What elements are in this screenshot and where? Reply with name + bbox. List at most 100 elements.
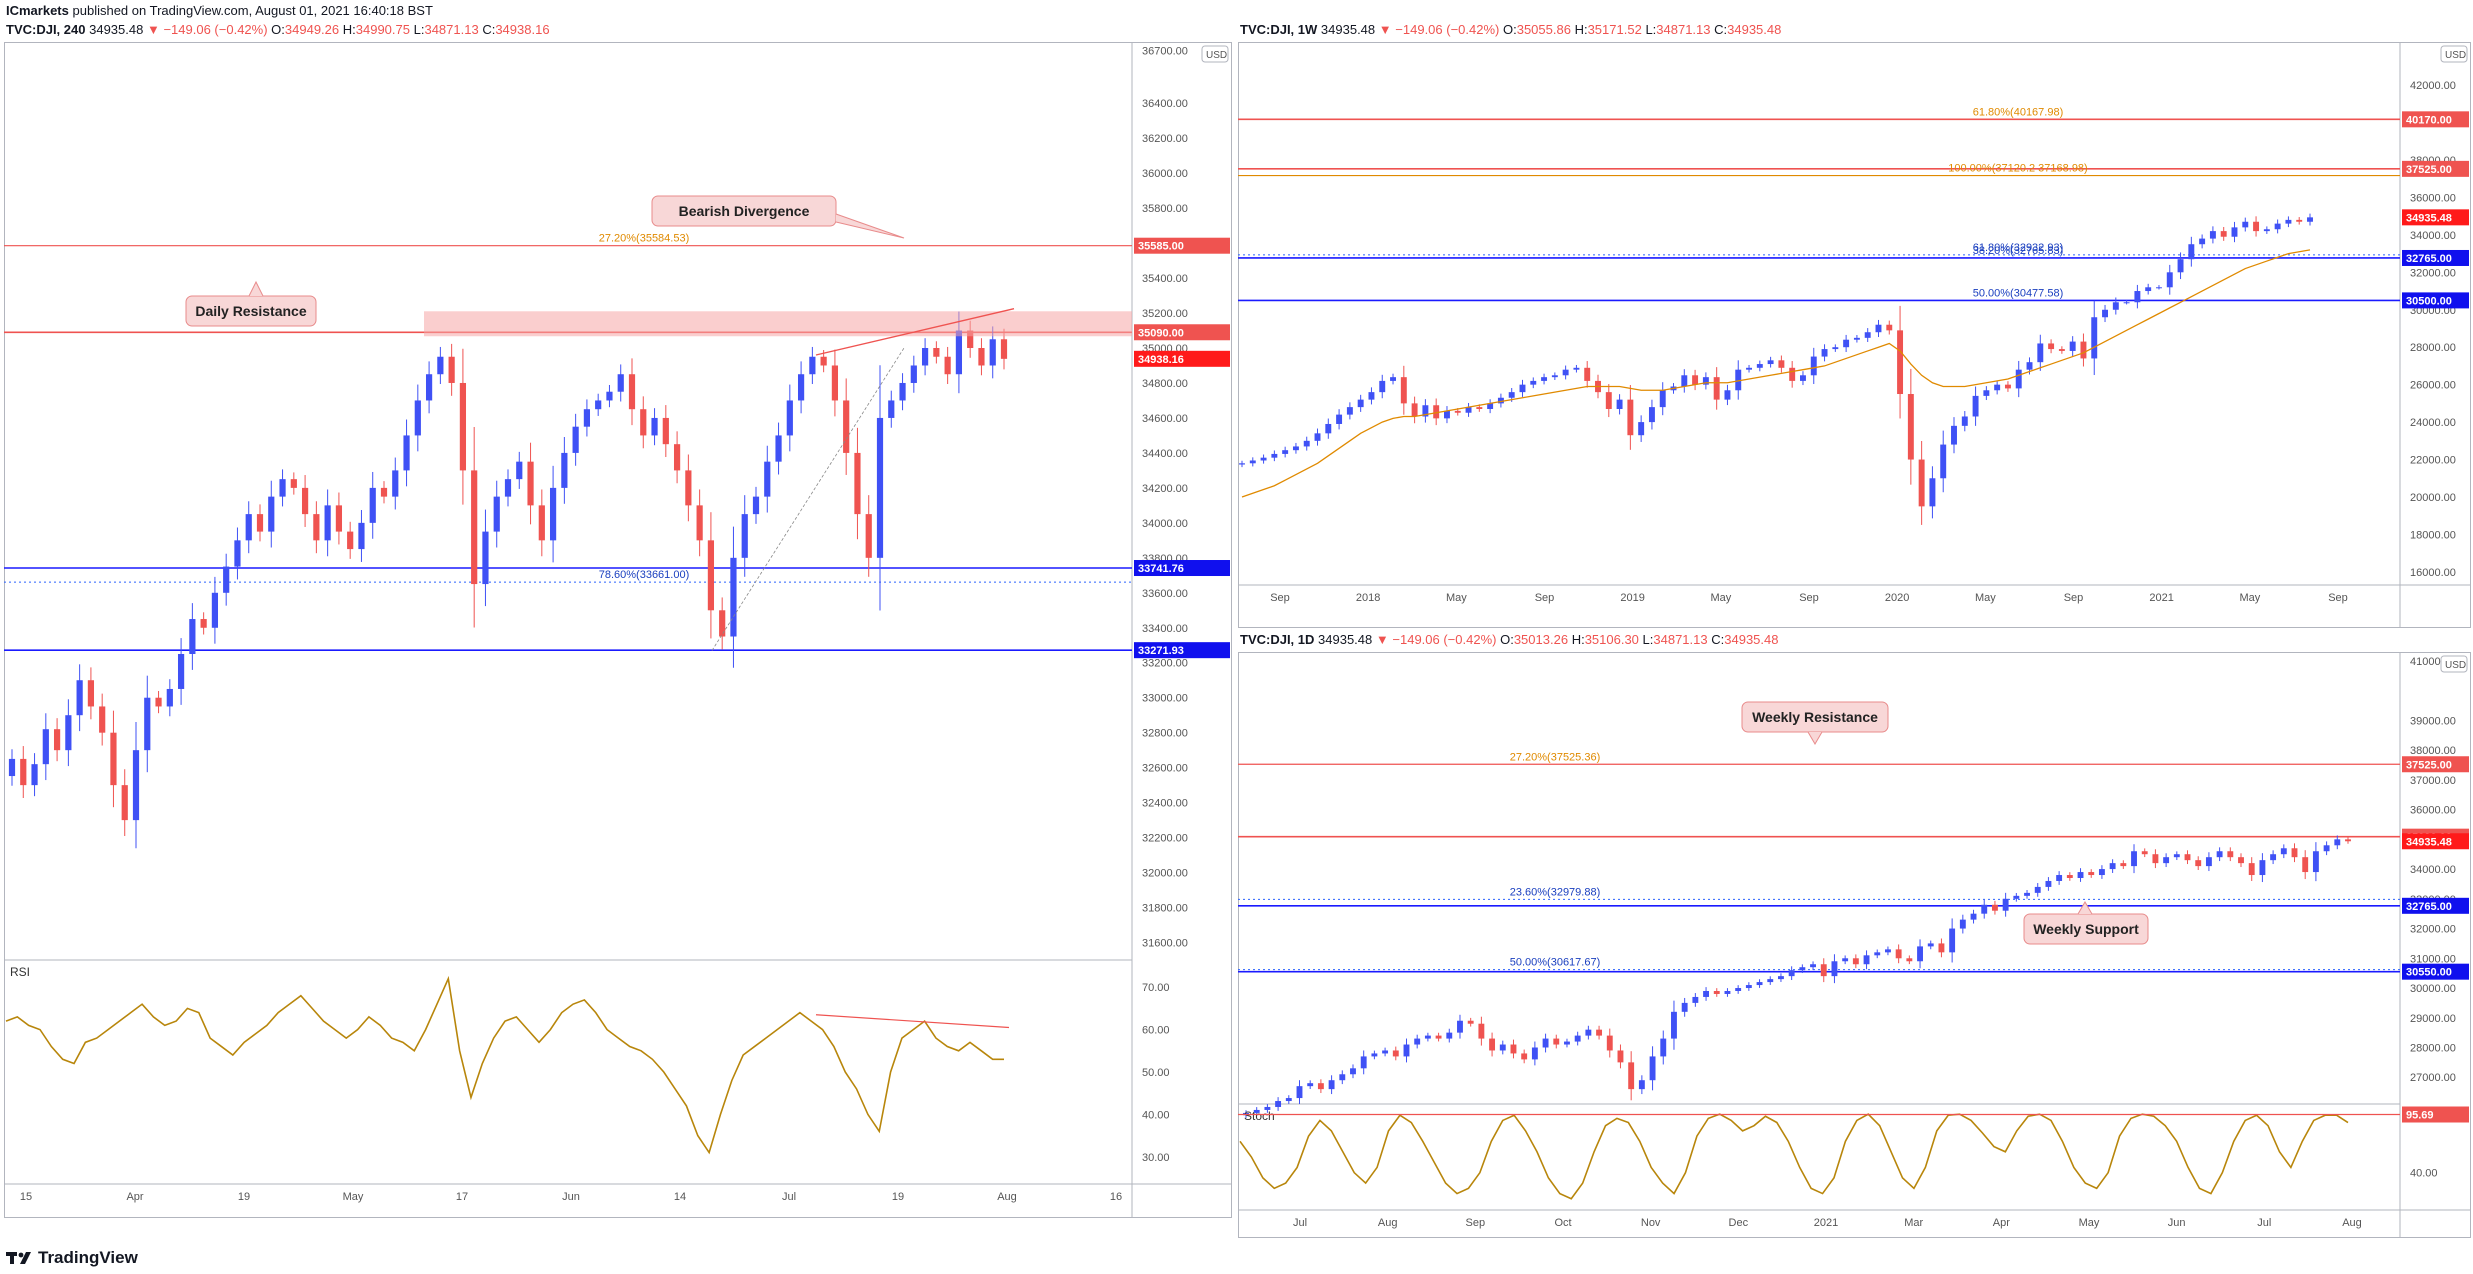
candle-body	[1735, 369, 1742, 391]
candle-body	[2263, 229, 2270, 232]
currency-badge	[1201, 45, 1229, 63]
candle-body	[2216, 851, 2223, 858]
candle-body	[1897, 330, 1904, 395]
candle-body	[1746, 367, 1752, 370]
osc-tick-label: 50.00	[1142, 1067, 1170, 1079]
candle-body	[944, 356, 951, 375]
candle-body	[76, 680, 83, 716]
candle-body	[1907, 394, 1914, 460]
left-symbol[interactable]: TVC:DJI, 240	[6, 22, 86, 37]
x-tick-label: Oct	[1554, 1217, 1571, 1229]
fib-label: 50.00%(30477.58)	[1973, 287, 2064, 299]
y-tick-label: 39000.00	[2410, 715, 2456, 727]
candle-body	[2056, 875, 2063, 881]
candle-body	[2024, 892, 2030, 896]
candle-body	[685, 470, 692, 506]
candle-body	[2037, 343, 2044, 363]
tr-open: 35055.86	[1516, 22, 1571, 37]
oscillator-name: Stoch	[1244, 1109, 1275, 1123]
candle-body	[1799, 967, 1806, 971]
x-tick-label: May	[1446, 592, 1467, 604]
price-tag-label: 30550.00	[2406, 967, 2452, 979]
y-tick-label: 38000.00	[2410, 745, 2456, 757]
price-tag-label: 33741.76	[1138, 563, 1184, 575]
candle-body	[967, 330, 974, 348]
br-last: 34935.48	[1318, 632, 1373, 647]
x-tick-label: 15	[20, 1191, 32, 1203]
x-tick-label: 2021	[1814, 1217, 1838, 1229]
y-tick-label: 26000.00	[2410, 380, 2456, 392]
y-tick-label: 33000.00	[1142, 693, 1188, 705]
bottom-right-chart[interactable]: 27000.00 28000.00 29000.00 30000.00 31000.00…	[1238, 652, 2471, 1238]
y-tick-label: 36000.00	[2410, 192, 2456, 204]
tr-symbol[interactable]: TVC:DJI, 1W	[1240, 22, 1318, 37]
candle-body	[617, 374, 624, 392]
left-high: 34990.75	[355, 22, 410, 37]
left-open: 34949.26	[284, 22, 340, 37]
candle-body	[504, 479, 512, 497]
y-tick-label: 31600.00	[1142, 938, 1188, 950]
x-tick-label: Apr	[126, 1191, 143, 1203]
price-tag	[1134, 642, 1230, 659]
candle-body	[1530, 380, 1537, 385]
candle-body	[132, 750, 140, 821]
candle-body	[2231, 227, 2238, 237]
x-tick-label: Sep	[1466, 1217, 1486, 1229]
y-tick-label: 34600.00	[1142, 413, 1188, 425]
candle-body	[1724, 390, 1731, 400]
price-tag-label: 35585.00	[1138, 241, 1184, 253]
candle-body	[1424, 1035, 1431, 1039]
candle-body	[820, 356, 827, 366]
top-right-chart[interactable]: 16000.00 18000.00 20000.00 22000.00 24000.00…	[1238, 42, 2471, 628]
candle-body	[1000, 339, 1008, 359]
x-tick-label: May	[1975, 592, 1996, 604]
candle-body	[1660, 1038, 1667, 1057]
price-tag-label: 34935.48	[2406, 836, 2452, 848]
candle-body	[2177, 259, 2184, 273]
price-tag-label: 32765.00	[2406, 253, 2452, 265]
tr-last: 34935.48	[1320, 22, 1376, 37]
y-tick-label: 37000.00	[2410, 775, 2456, 787]
x-tick-label: Aug	[2342, 1217, 2362, 1229]
price-tag	[2402, 292, 2469, 309]
price-tag	[2402, 249, 2469, 266]
left-chart[interactable]: 31600.00 31800.00 32000.00 32200.00 32400.00…	[4, 42, 1232, 1218]
candle-body	[1864, 332, 1871, 338]
candle-body	[1702, 377, 1709, 385]
candle-body	[516, 461, 523, 480]
osc-price-tag	[2402, 1106, 2469, 1123]
price-tag-label: 32765.00	[2406, 901, 2452, 913]
price-tag-label: 30500.00	[2406, 295, 2452, 307]
candle-body	[347, 531, 354, 550]
candle-body	[2058, 349, 2065, 351]
price-tag	[2402, 756, 2469, 773]
candle-body	[1703, 991, 1710, 997]
pane-frame	[1238, 652, 2471, 1238]
candle-body	[1778, 360, 1785, 368]
candle-body	[53, 729, 61, 751]
candle-body	[1681, 375, 1688, 387]
candle-body	[1497, 397, 1504, 404]
candle-body	[482, 531, 489, 585]
candle-body	[403, 435, 410, 471]
candle-body	[369, 487, 376, 523]
tradingview-logo-icon	[6, 1252, 31, 1264]
candle-body	[2080, 341, 2087, 359]
x-tick-label: Jul	[782, 1191, 796, 1203]
candle-body	[1314, 433, 1321, 441]
candle-body	[8, 758, 16, 777]
author-name[interactable]: ICmarkets	[6, 3, 69, 18]
candle-body	[1239, 463, 1245, 465]
candle-body	[223, 566, 230, 593]
br-symbol[interactable]: TVC:DJI, 1D	[1240, 632, 1315, 647]
candle-body	[110, 732, 117, 786]
candle-body	[1585, 1029, 1592, 1036]
candle-body	[775, 435, 782, 462]
fib-label: 100.00%(37120.2 37168.98)	[1948, 163, 2087, 175]
candle-body	[2069, 341, 2076, 351]
candle-body	[583, 409, 591, 427]
candle-body	[1627, 399, 1634, 436]
candle-body	[1271, 453, 1278, 458]
tradingview-logo[interactable]: TradingView	[6, 1248, 138, 1268]
candle-body	[2048, 343, 2055, 350]
